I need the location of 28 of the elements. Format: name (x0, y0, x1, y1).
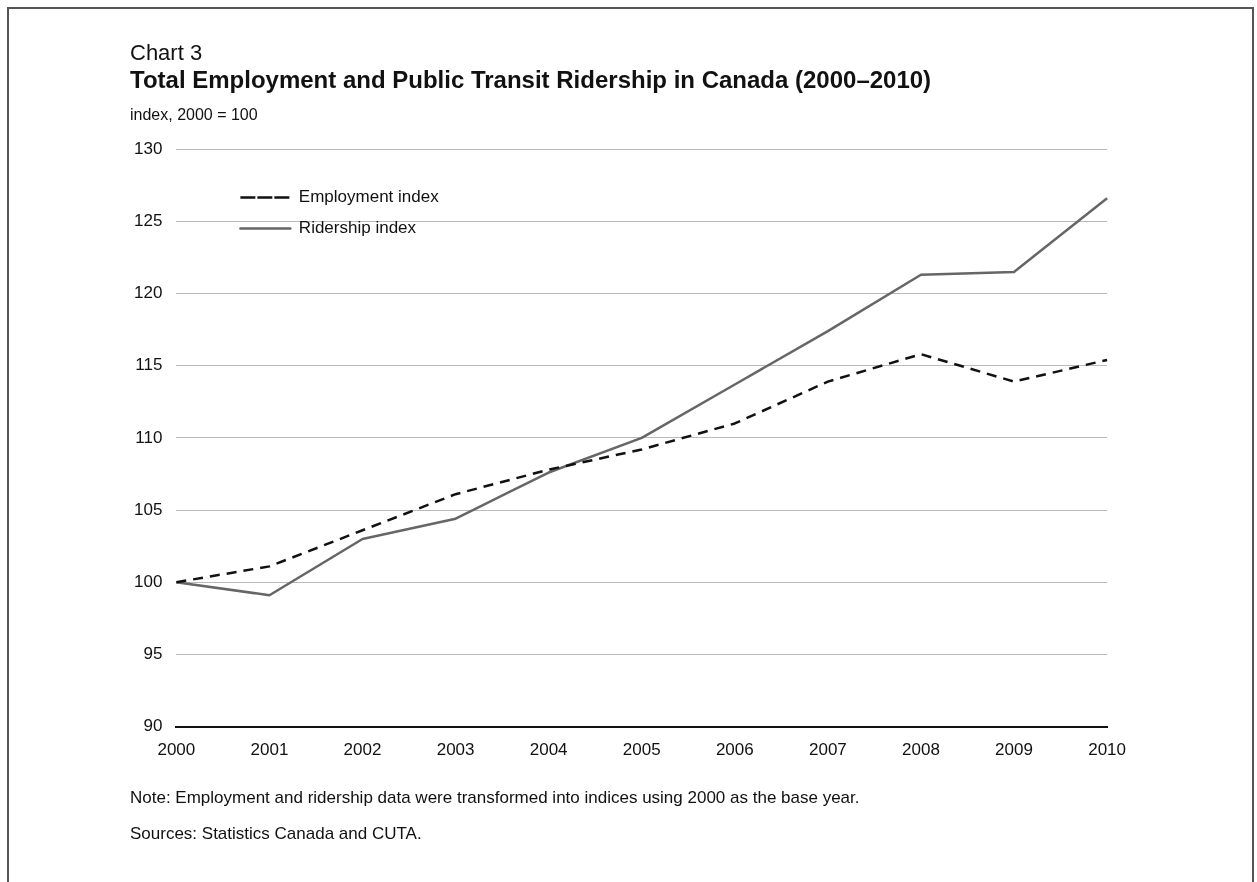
x-tick-label: 2003 (436, 740, 475, 760)
x-tick-label: 2002 (343, 740, 382, 760)
x-tick-label: 2004 (529, 740, 568, 760)
x-tick-label: 2010 (1088, 740, 1126, 760)
source-note: Sources: Statistics Canada and CUTA. (130, 824, 422, 844)
y-tick-label: 90 (143, 716, 163, 736)
y-tick-label: 115 (135, 355, 163, 375)
legend-label: Ridership index (298, 218, 417, 238)
text: Note: Employment and ridership data were transformed into indices using 2000 as the base year. (130, 788, 860, 808)
x-tick-label: 2008 (902, 740, 940, 760)
x-tick-label: 2001 (250, 740, 289, 760)
y-axis-title: index, 2000 = 100 (130, 106, 258, 124)
y-tick-label: 120 (133, 283, 163, 303)
x-tick-label: 2005 (622, 740, 661, 760)
y-tick-label: 95 (143, 644, 163, 664)
chart-subtitle: Chart 3 (130, 40, 203, 66)
x-tick-label: 2000 (157, 740, 196, 760)
y-tick-label: 110 (135, 427, 163, 447)
line-series (175, 352, 1109, 584)
y-tick-label: 125 (133, 211, 163, 231)
x-tick-label: 2009 (995, 740, 1033, 760)
y-tick-label: 100 (133, 571, 163, 591)
y-tick-label: 130 (133, 138, 163, 158)
legend-label: Employment index (298, 187, 440, 207)
chart-title: Total Employment and Public Transit Ridership in Canada (2000–2010) (130, 66, 932, 94)
x-tick-label: 2006 (715, 740, 754, 760)
x-tick-label: 2007 (808, 740, 847, 760)
y-tick-label: 105 (133, 499, 163, 519)
